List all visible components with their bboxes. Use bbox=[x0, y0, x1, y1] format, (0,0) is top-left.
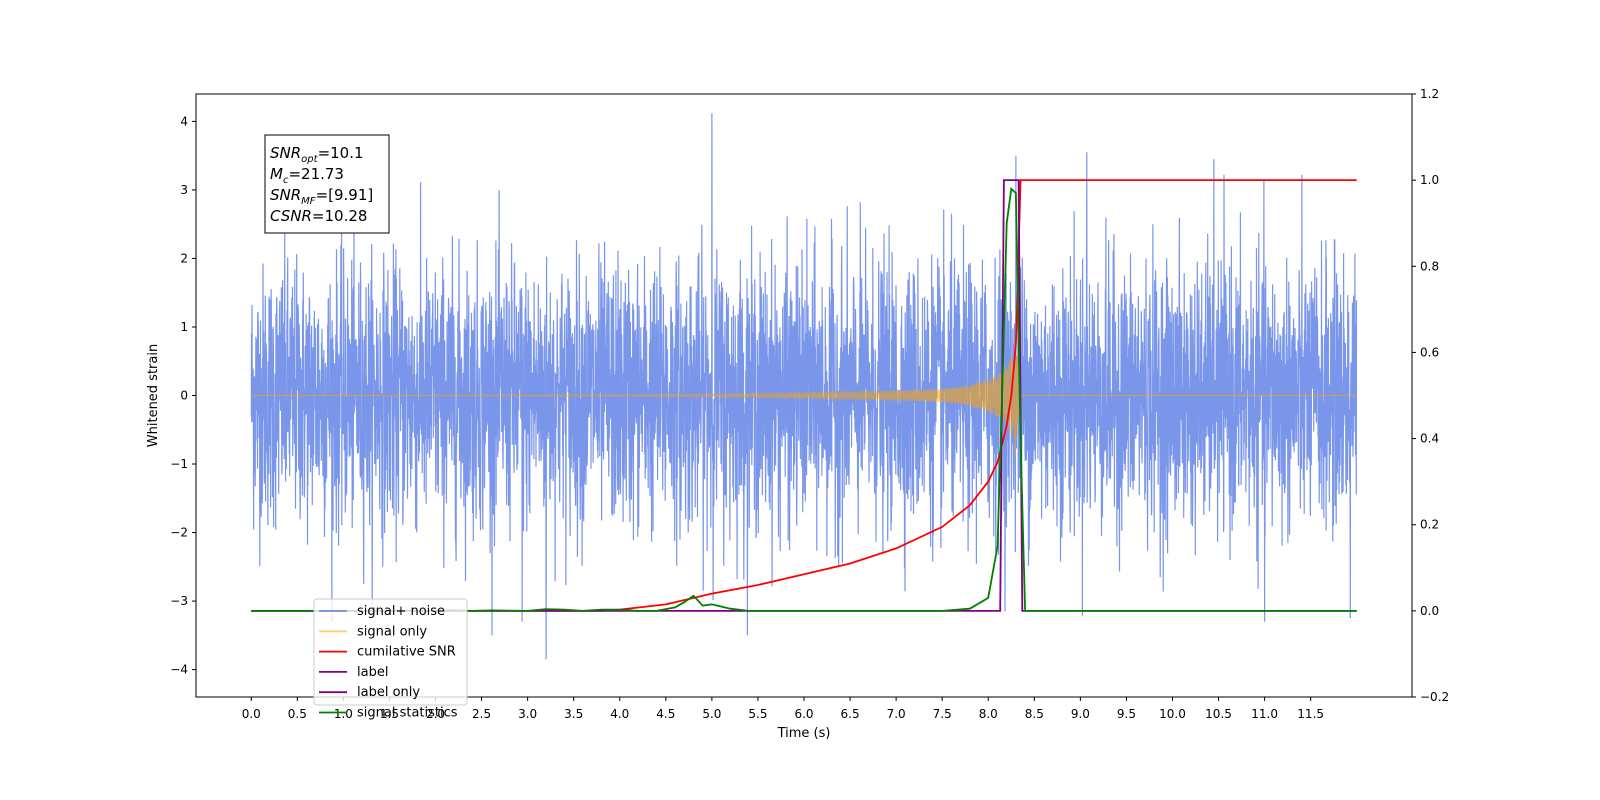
x-tick-label: 5.0 bbox=[702, 707, 721, 721]
left-y-axis-ticks: −4 −3 −2 −1 0 1 2 3 4 bbox=[170, 114, 196, 677]
legend: signal+ noise signal only cumilative SNR la… bbox=[313, 598, 468, 721]
series-signal-statistics-line bbox=[251, 186, 1357, 612]
x-tick-label: 5.5 bbox=[748, 707, 767, 721]
x-axis-ticks: 0.0 0.5 1.0 1.5 2.0 2.5 3.0 3.5 4.0 4.5 5.0 5.5 6.0 6… bbox=[242, 697, 1324, 721]
x-tick-label: 11.5 bbox=[1297, 707, 1324, 721]
right-y-tick-label: −0.2 bbox=[1420, 690, 1449, 704]
right-y-tick-label: 1.0 bbox=[1420, 173, 1439, 187]
annotation-frame bbox=[264, 134, 390, 234]
right-y-tick-label: 0.8 bbox=[1420, 259, 1439, 273]
right-y-tick-label: 1.2 bbox=[1420, 87, 1439, 101]
x-tick-label: 10.0 bbox=[1159, 707, 1186, 721]
annotation-line: CSNR=10.28 bbox=[270, 207, 367, 225]
annotation-line: SNRMF=[9.91] bbox=[270, 186, 373, 207]
x-tick-label: 6.0 bbox=[794, 707, 813, 721]
x-tick-label: 8.0 bbox=[979, 707, 998, 721]
series-layer bbox=[250, 113, 1358, 660]
x-tick-label: 8.5 bbox=[1025, 707, 1044, 721]
left-y-tick-label: 1 bbox=[180, 320, 188, 334]
x-tick-label: 7.0 bbox=[887, 707, 906, 721]
legend-label-label: label bbox=[357, 665, 388, 680]
right-y-tick-label: 0.4 bbox=[1420, 432, 1439, 446]
x-tick-label: 3.0 bbox=[518, 707, 537, 721]
x-tick-label: 11.0 bbox=[1251, 707, 1278, 721]
x-tick-label: 4.5 bbox=[656, 707, 675, 721]
left-y-tick-label: −1 bbox=[170, 457, 188, 471]
left-y-tick-label: −2 bbox=[170, 526, 188, 540]
x-tick-label: 0.5 bbox=[288, 707, 307, 721]
legend-frame bbox=[313, 598, 468, 706]
left-y-tick-label: 2 bbox=[180, 251, 188, 265]
stats-annotation-box: SNRopt=10.1Mc=21.73SNRMF=[9.91]CSNR=10.2… bbox=[264, 134, 390, 234]
left-y-tick-label: −3 bbox=[170, 594, 188, 608]
series-signal-noise-line bbox=[250, 113, 1358, 660]
right-y-tick-label: 0.2 bbox=[1420, 518, 1439, 532]
y-axis-label: Whitened strain bbox=[146, 344, 161, 447]
x-tick-label: 1.0 bbox=[334, 707, 353, 721]
legend-label-signal-statistics: signal statistics bbox=[357, 706, 458, 721]
x-tick-label: 3.5 bbox=[564, 707, 583, 721]
x-tick-label: 0.0 bbox=[242, 707, 261, 721]
x-tick-label: 1.5 bbox=[380, 707, 399, 721]
x-tick-label: 4.0 bbox=[610, 707, 629, 721]
x-tick-label: 6.5 bbox=[841, 707, 860, 721]
legend-label-signal-noise: signal+ noise bbox=[357, 604, 445, 619]
legend-label-cumilative-snr: cumilative SNR bbox=[357, 645, 456, 660]
right-y-axis-ticks: −0.2 0.0 0.2 0.4 0.6 0.8 1.0 1.2 bbox=[1412, 87, 1449, 704]
x-tick-label: 9.5 bbox=[1117, 707, 1136, 721]
left-y-tick-label: −4 bbox=[170, 663, 188, 677]
annotation-line: SNRopt=10.1 bbox=[270, 144, 364, 165]
left-y-tick-label: 4 bbox=[180, 114, 188, 128]
annotation-line: Mc=21.73 bbox=[270, 165, 344, 186]
legend-label-label-only: label only bbox=[357, 685, 420, 700]
x-tick-label: 2.5 bbox=[472, 707, 491, 721]
series-signal-only-line bbox=[251, 340, 1357, 456]
series-cumilative-snr-line bbox=[251, 179, 1357, 612]
x-tick-label: 9.0 bbox=[1071, 707, 1090, 721]
x-tick-label: 2.0 bbox=[426, 707, 445, 721]
x-tick-label: 7.5 bbox=[933, 707, 952, 721]
right-y-tick-label: 0.6 bbox=[1420, 345, 1439, 359]
x-tick-label: 10.5 bbox=[1205, 707, 1232, 721]
left-y-tick-label: 3 bbox=[180, 183, 188, 197]
left-y-tick-label: 0 bbox=[180, 389, 188, 403]
x-axis-label: Time (s) bbox=[777, 726, 831, 741]
legend-label-signal-only: signal only bbox=[357, 624, 427, 639]
right-y-tick-label: 0.0 bbox=[1420, 604, 1439, 618]
